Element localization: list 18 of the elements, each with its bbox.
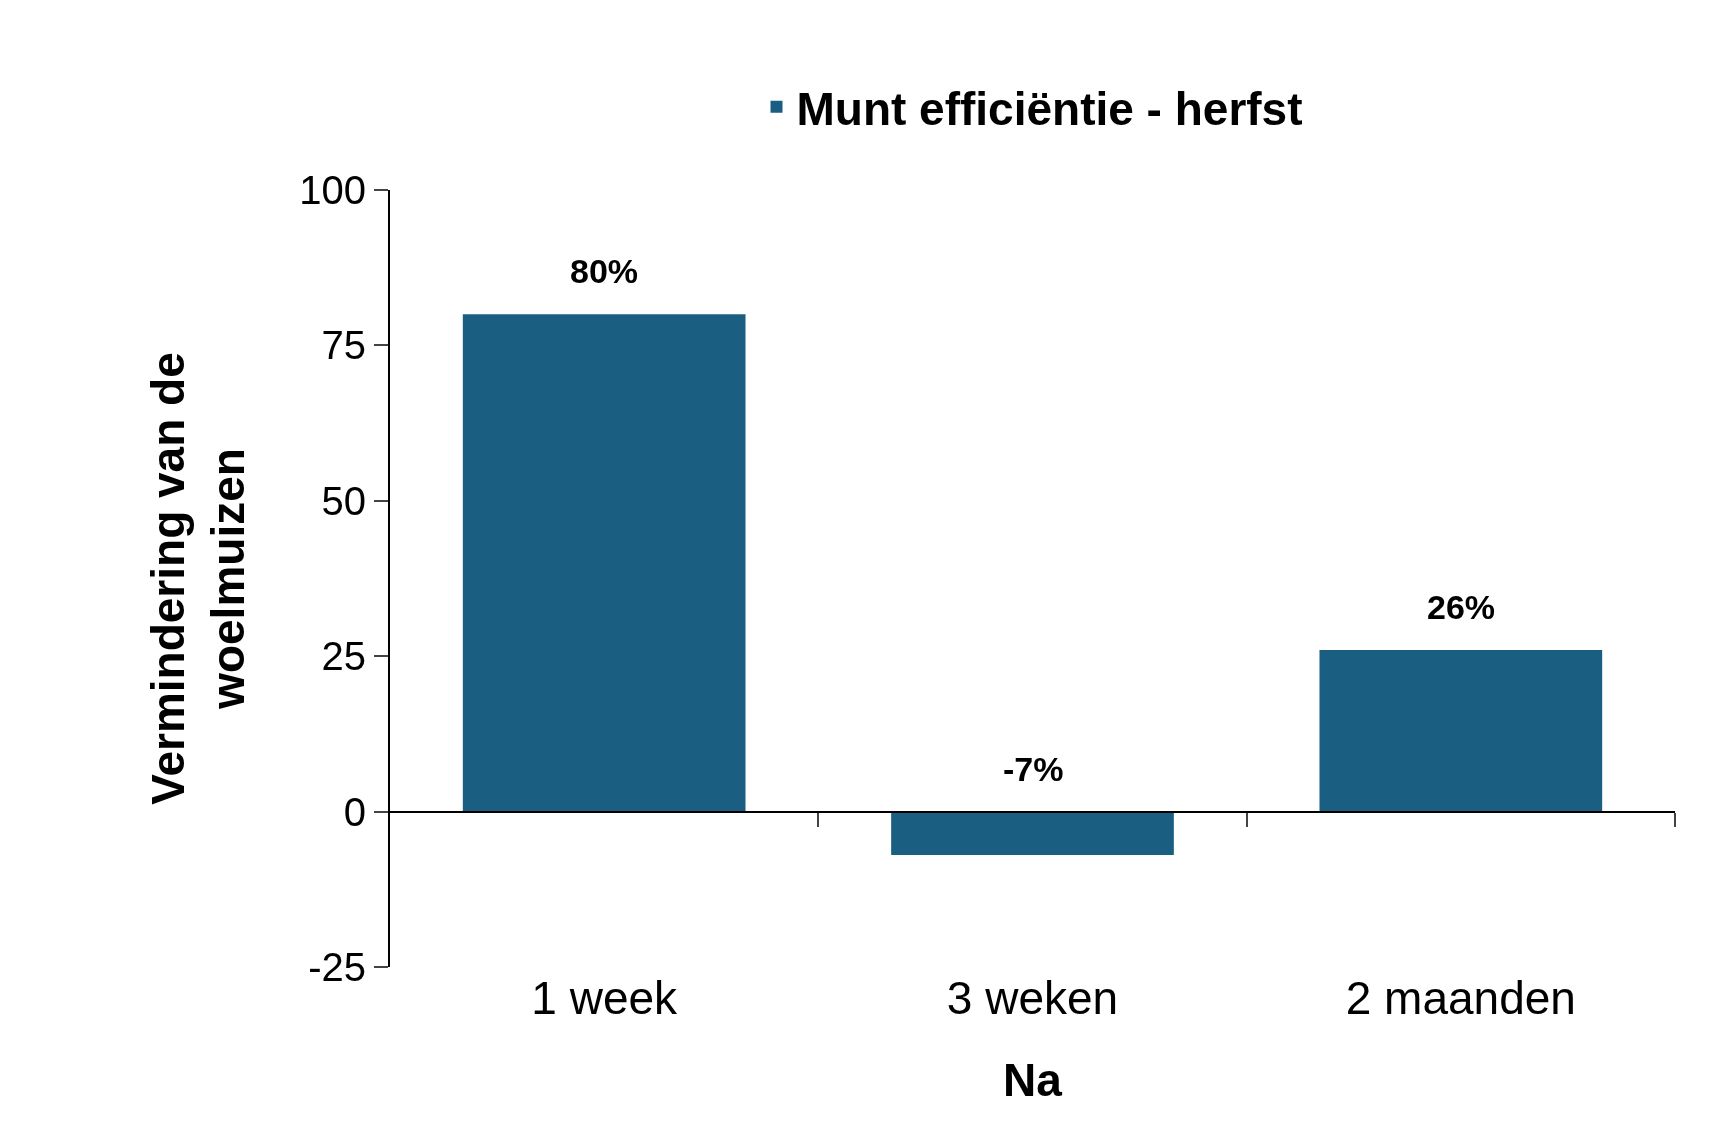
data-label: 26% bbox=[1427, 588, 1496, 626]
y-tick-label: 100 bbox=[299, 168, 366, 212]
y-tick-label: -25 bbox=[308, 945, 366, 989]
data-label: 80% bbox=[570, 252, 639, 290]
data-label: -7% bbox=[1003, 750, 1064, 788]
bar bbox=[462, 314, 746, 812]
y-axis-title: Vermindering van de woelmuizen bbox=[142, 352, 255, 805]
x-tick-label: 3 weken bbox=[946, 972, 1119, 1024]
y-tick-label: 0 bbox=[343, 789, 366, 834]
bar bbox=[891, 811, 1174, 856]
x-tick-label: 2 maanden bbox=[1345, 972, 1576, 1024]
legend-label: Munt efficiëntie - herfst bbox=[796, 82, 1303, 135]
x-axis-title: Na bbox=[1003, 1053, 1063, 1106]
bar bbox=[1319, 649, 1603, 812]
x-tick-label: 1 week bbox=[531, 972, 679, 1024]
y-tick-label: 75 bbox=[321, 323, 366, 368]
y-tick-label: 50 bbox=[321, 478, 366, 523]
y-tick-label: 25 bbox=[321, 634, 366, 679]
